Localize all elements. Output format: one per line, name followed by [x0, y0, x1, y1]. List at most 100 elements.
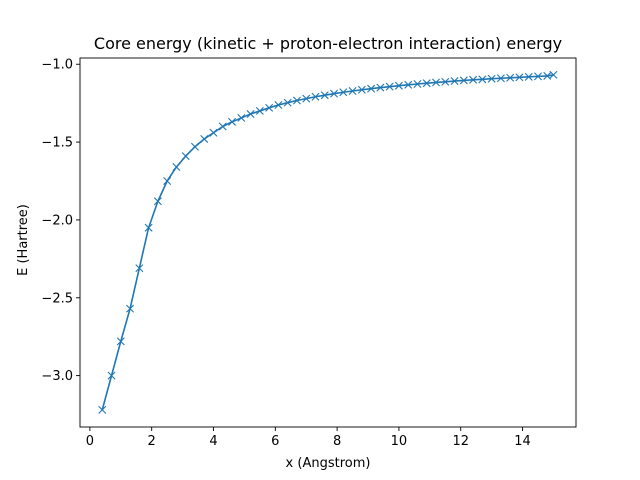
data-point-stroke [450, 77, 459, 86]
data-point-stroke [469, 75, 478, 84]
data-point [515, 73, 524, 82]
data-point-stroke [218, 122, 227, 131]
data-point-stroke [144, 223, 153, 232]
data-point-stroke [190, 142, 199, 151]
data-point [153, 197, 162, 206]
data-point-stroke [135, 264, 144, 273]
x-tick-label: 0 [86, 434, 94, 449]
data-point-stroke [487, 74, 496, 83]
data-point-stroke [441, 77, 450, 86]
data-point [283, 98, 292, 107]
data-point [376, 83, 385, 92]
plot-frame [79, 57, 577, 428]
x-tick-label: 4 [209, 434, 217, 449]
data-point-stroke [153, 197, 162, 206]
data-point-stroke [459, 76, 468, 85]
data-point-stroke [478, 75, 487, 84]
data-point [422, 79, 431, 88]
axes: 0 2 4 6 8 10 12 14 −3.0 −2.5 −2.0 −1.5 −1.0 [41, 57, 577, 449]
data-point-stroke [172, 162, 181, 171]
y-tick-label: −1.0 [41, 58, 73, 73]
data-point-stroke [506, 73, 515, 82]
data-point [441, 77, 450, 86]
data-point [274, 101, 283, 110]
data-point-stroke [549, 70, 558, 79]
data-point [549, 70, 558, 79]
data-point [385, 82, 394, 91]
data-point [487, 74, 496, 83]
data-point [181, 152, 190, 161]
data-point [496, 74, 505, 83]
data-point [228, 117, 237, 126]
x-tick-label: 8 [333, 434, 341, 449]
data-point-stroke [320, 91, 329, 100]
data-point [135, 264, 144, 273]
data-point [469, 75, 478, 84]
data-marks [98, 70, 558, 414]
data-point-stroke [107, 371, 116, 380]
data-point [255, 106, 264, 115]
data-point [320, 91, 329, 100]
data-point [265, 103, 274, 112]
data-point-stroke [413, 80, 422, 88]
data-point-stroke [181, 152, 190, 161]
data-point [357, 85, 366, 94]
x-tick-label: 10 [391, 434, 408, 449]
data-point-stroke [237, 113, 246, 122]
data-point-stroke [376, 83, 385, 92]
data-point [163, 177, 172, 185]
data-point-stroke [496, 74, 505, 83]
data-point-stroke [98, 405, 107, 414]
data-point [524, 72, 533, 81]
data-point-stroke [311, 92, 320, 101]
data-point [478, 75, 487, 84]
data-point [190, 142, 199, 151]
data-point-stroke [422, 79, 431, 88]
data-point-stroke [200, 134, 209, 143]
data-point [432, 78, 440, 87]
data-point [404, 80, 413, 89]
data-point [292, 96, 301, 105]
data-point-stroke [116, 337, 125, 346]
data-point [543, 71, 552, 80]
data-point [237, 113, 246, 122]
data-point [200, 134, 209, 143]
data-point-stroke [367, 84, 376, 93]
data-point-stroke [265, 103, 274, 112]
data-point [116, 337, 125, 346]
data-point-stroke [246, 110, 255, 119]
data-point-stroke [126, 304, 135, 313]
data-point [459, 76, 468, 85]
data-point [98, 405, 107, 414]
data-point [506, 73, 515, 82]
data-point [209, 128, 218, 137]
data-point-stroke [302, 94, 311, 103]
data-point [311, 92, 320, 101]
data-point-stroke [357, 85, 366, 94]
data-point [302, 94, 311, 103]
data-point [450, 77, 459, 86]
data-point-stroke [274, 101, 283, 110]
data-point [394, 81, 403, 90]
data-point [172, 162, 181, 171]
data-point [218, 122, 227, 131]
data-point-stroke [533, 72, 542, 81]
y-axis-label: E (Hartree) [16, 204, 31, 276]
data-point [107, 371, 116, 380]
data-point-stroke [394, 81, 403, 90]
data-point [348, 87, 357, 95]
x-tick-label: 14 [514, 434, 531, 449]
data-point [246, 110, 255, 119]
data-point-stroke [524, 72, 533, 81]
data-point-stroke [228, 117, 237, 126]
data-point [339, 88, 348, 97]
data-point-stroke [543, 71, 552, 80]
y-tick-label: −3.0 [41, 369, 73, 384]
data-point-stroke [209, 128, 218, 137]
y-tick-label: −1.5 [41, 136, 73, 151]
data-point-stroke [404, 80, 413, 89]
data-point-stroke [283, 98, 292, 107]
data-point-stroke [385, 82, 394, 91]
data-point-stroke [255, 106, 264, 115]
